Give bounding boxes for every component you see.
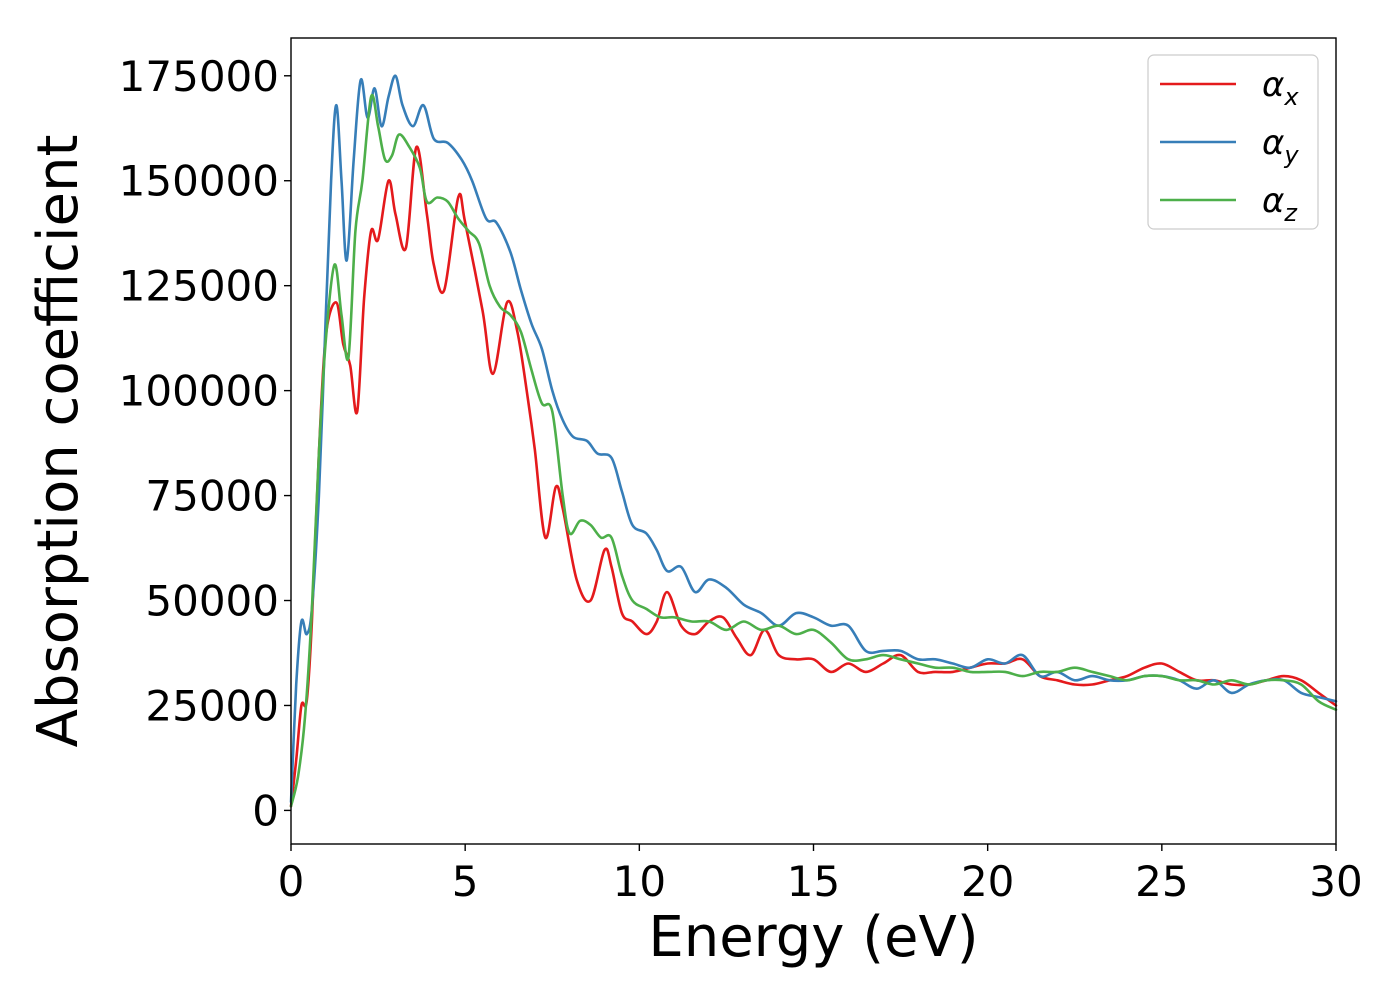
x-axis-ticks: 0 5 10 15 20 25 30 <box>278 844 1363 906</box>
y-tick-label: 125000 <box>119 262 279 311</box>
series-line-z <box>289 93 1338 808</box>
legend: αx αy αz <box>1147 54 1319 230</box>
series-line-x <box>289 145 1338 808</box>
legend-label-y: αy <box>1262 123 1299 169</box>
y-tick-label: 25000 <box>145 681 279 730</box>
x-axis-label: Energy (eV) <box>648 905 978 970</box>
y-tick-label: 100000 <box>119 367 279 416</box>
y-tick-label: 75000 <box>145 472 279 521</box>
legend-items: αx αy αz <box>1160 65 1299 227</box>
series-layer <box>289 74 1338 808</box>
y-axis-ticks: 0 25000 50000 75000 100000 125000 150000 175000 <box>119 52 291 835</box>
legend-label-z: αz <box>1262 181 1298 227</box>
x-tick-label: 15 <box>787 857 840 906</box>
y-axis-label: Absorption coefficient <box>26 135 91 748</box>
series-line-y <box>289 74 1338 804</box>
y-tick-label: 50000 <box>145 577 279 626</box>
x-tick-label: 20 <box>961 857 1014 906</box>
x-tick-label: 30 <box>1309 857 1362 906</box>
x-tick-label: 0 <box>278 857 305 906</box>
y-tick-label: 175000 <box>119 52 279 101</box>
y-tick-label: 0 <box>252 786 279 835</box>
legend-label-x: αx <box>1262 65 1299 111</box>
x-tick-label: 5 <box>452 857 479 906</box>
x-tick-label: 25 <box>1135 857 1188 906</box>
x-tick-label: 10 <box>613 857 666 906</box>
y-tick-label: 150000 <box>119 157 279 206</box>
